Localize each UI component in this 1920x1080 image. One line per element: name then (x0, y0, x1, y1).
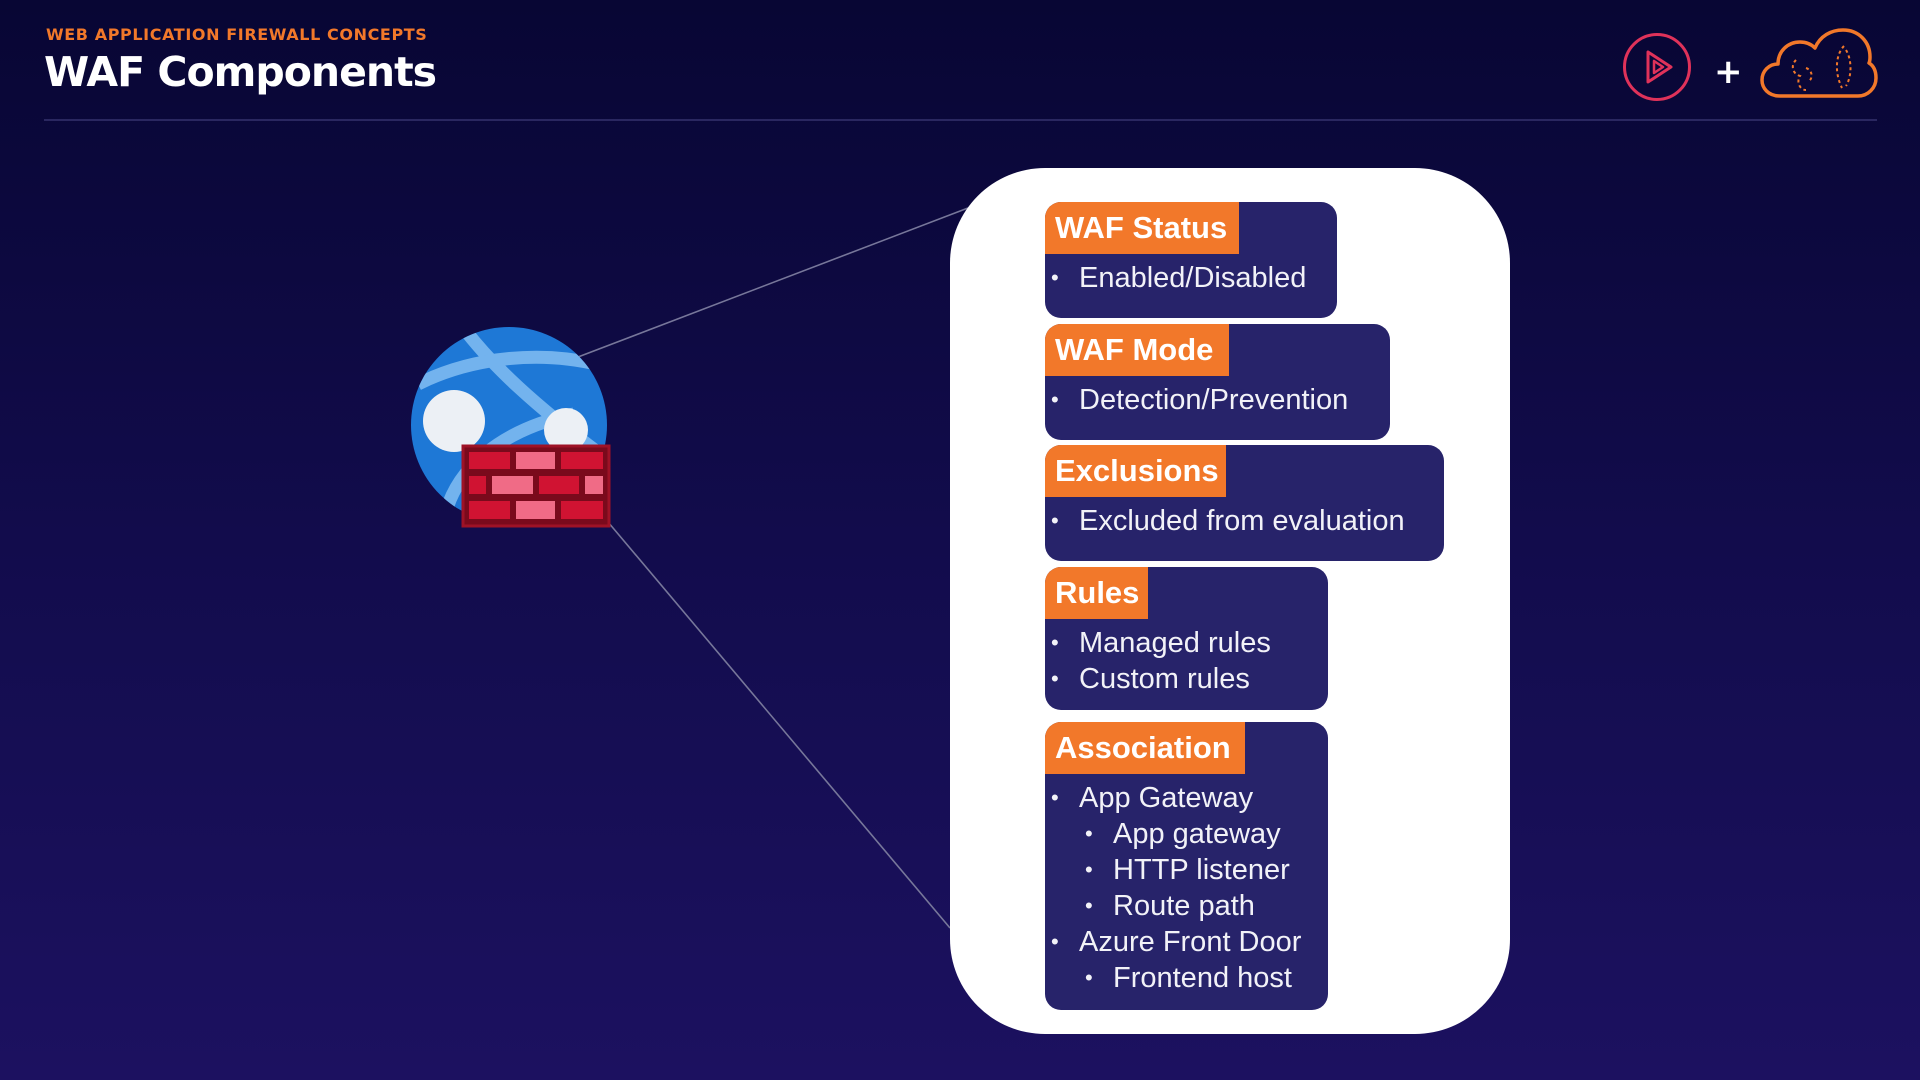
list-item: Enabled/Disabled (1045, 260, 1306, 296)
list-item: App gateway (1045, 816, 1301, 852)
card-title: Exclusions (1045, 445, 1226, 497)
brand-plus-sign: + (1714, 52, 1743, 92)
card-item-list: Excluded from evaluation (1045, 503, 1405, 539)
globe-firewall-icon (411, 327, 611, 528)
section-eyebrow: WEB APPLICATION FIREWALL CONCEPTS (46, 25, 428, 44)
card-waf-mode: WAF Mode Detection/Prevention (1045, 324, 1390, 440)
play-circle-icon (1623, 33, 1691, 101)
card-item-list: App Gateway App gateway HTTP listener Ro… (1045, 780, 1301, 996)
card-item-list: Enabled/Disabled (1045, 260, 1306, 296)
list-item: Excluded from evaluation (1045, 503, 1405, 539)
list-item: Route path (1045, 888, 1301, 924)
list-item: Custom rules (1045, 661, 1271, 697)
list-item: App Gateway (1045, 780, 1301, 816)
cloud-icon (1760, 28, 1878, 98)
card-exclusions: Exclusions Excluded from evaluation (1045, 445, 1444, 561)
card-item-list: Managed rules Custom rules (1045, 625, 1271, 697)
list-item: HTTP listener (1045, 852, 1301, 888)
list-item: Azure Front Door (1045, 924, 1301, 960)
card-title: WAF Status (1045, 202, 1239, 254)
list-item: Detection/Prevention (1045, 382, 1348, 418)
list-item: Frontend host (1045, 960, 1301, 996)
card-title: Rules (1045, 567, 1148, 619)
page-title: WAF Components (44, 48, 437, 96)
card-rules: Rules Managed rules Custom rules (1045, 567, 1328, 710)
card-waf-status: WAF Status Enabled/Disabled (1045, 202, 1337, 318)
list-item: Managed rules (1045, 625, 1271, 661)
card-title: Association (1045, 722, 1245, 774)
card-title: WAF Mode (1045, 324, 1229, 376)
card-association: Association App Gateway App gateway HTTP… (1045, 722, 1328, 1010)
header-divider (44, 119, 1877, 121)
card-item-list: Detection/Prevention (1045, 382, 1348, 418)
